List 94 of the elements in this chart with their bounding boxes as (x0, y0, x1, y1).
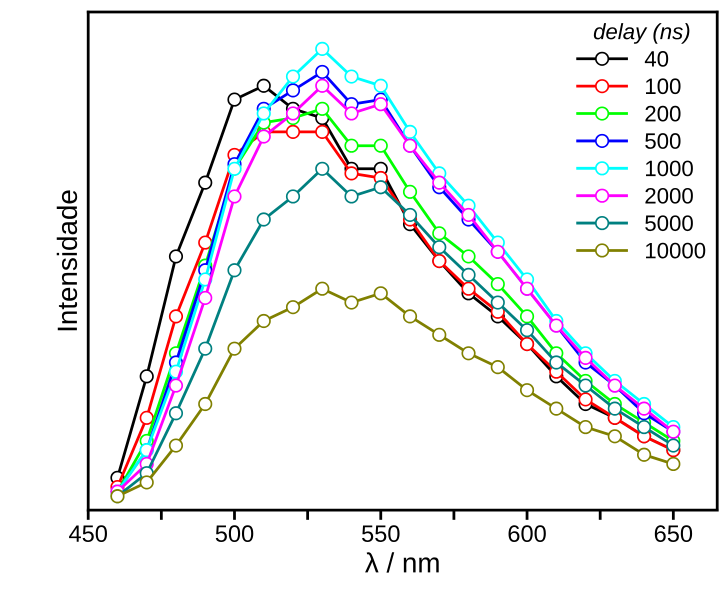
x-axis-title: λ / nm (365, 552, 439, 573)
point (227, 92, 242, 107)
point (608, 402, 622, 416)
legend-label: 2000 (645, 188, 693, 204)
legend-label: 40 (644, 51, 668, 67)
point (198, 235, 212, 250)
point (344, 138, 359, 153)
point (490, 277, 505, 292)
point (549, 355, 564, 370)
point (198, 342, 212, 356)
point (520, 323, 534, 338)
point (198, 290, 212, 306)
point (315, 42, 330, 56)
point (374, 138, 388, 153)
point (432, 176, 446, 190)
legend-label: 10000 (646, 242, 706, 258)
point (520, 383, 534, 398)
point (490, 360, 505, 374)
point (344, 295, 359, 310)
point (374, 180, 388, 194)
point (636, 420, 652, 434)
point (256, 106, 271, 121)
point (168, 378, 184, 393)
point (432, 240, 446, 254)
point (461, 268, 476, 282)
point (286, 189, 300, 204)
point (432, 328, 446, 342)
legend-label: 500 (645, 133, 681, 149)
point (461, 282, 476, 296)
point (256, 314, 271, 328)
legend-label: 1000 (646, 160, 693, 176)
point (374, 97, 388, 112)
point (636, 448, 652, 462)
point (256, 212, 271, 227)
point (198, 176, 212, 190)
x-tick-label: 500 (216, 525, 254, 542)
point (461, 208, 476, 222)
legend-label: 5000 (645, 215, 693, 232)
point (168, 249, 184, 264)
point (168, 309, 184, 324)
point (344, 189, 359, 204)
point (374, 286, 388, 300)
point (520, 309, 534, 324)
point (461, 249, 476, 264)
x-tick-label: 600 (508, 525, 546, 542)
point (344, 106, 359, 121)
point (402, 124, 418, 139)
point (315, 102, 330, 116)
point (198, 396, 212, 412)
point (227, 189, 242, 204)
point (578, 392, 593, 406)
point (666, 438, 680, 453)
legend-title: delay (ns) (594, 23, 690, 44)
point (490, 295, 505, 310)
point (286, 69, 300, 84)
x-tick-label: 650 (654, 525, 692, 542)
point (256, 129, 271, 144)
point (315, 64, 330, 80)
point (608, 429, 622, 444)
point (286, 106, 300, 121)
point (315, 78, 330, 93)
point (402, 309, 418, 324)
point (140, 475, 154, 490)
x-tick-label: 450 (69, 525, 107, 542)
point (344, 166, 359, 180)
point (374, 78, 388, 93)
point (315, 124, 330, 139)
point (286, 124, 300, 139)
point (402, 184, 418, 199)
point (227, 342, 242, 356)
point (636, 402, 652, 416)
y-axis-title: Intensidade (56, 190, 78, 330)
point (140, 410, 154, 425)
legend-label: 200 (645, 106, 681, 122)
point (578, 350, 593, 365)
point (402, 208, 418, 222)
point (432, 226, 446, 240)
point (578, 378, 593, 393)
point (286, 300, 300, 314)
point (227, 263, 242, 278)
point (666, 456, 680, 472)
point (344, 69, 359, 84)
point (140, 369, 154, 384)
point (256, 78, 271, 93)
point (286, 83, 300, 98)
point (168, 406, 184, 420)
point (578, 420, 593, 434)
point (461, 346, 476, 360)
point (315, 162, 330, 176)
legend-label: 100 (646, 78, 681, 94)
point (315, 282, 330, 296)
x-tick-label: 550 (362, 525, 400, 542)
point (168, 438, 184, 453)
point (549, 402, 564, 416)
